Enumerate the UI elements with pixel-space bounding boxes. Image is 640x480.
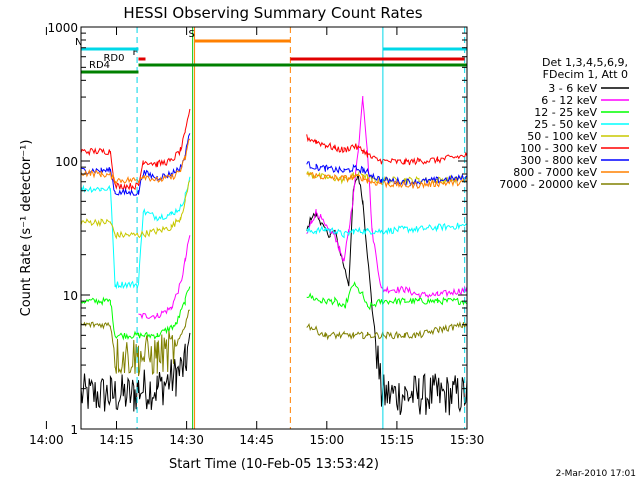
legend-entry-label: 25 - 50 keV bbox=[534, 118, 597, 131]
legend-entry-label: 100 - 300 keV bbox=[520, 142, 597, 155]
legend-entry-label: 3 - 6 keV bbox=[548, 82, 597, 95]
legend-title-line: FDecim 1, Att 0 bbox=[543, 68, 628, 81]
x-tick-label: 14:30 bbox=[169, 433, 204, 447]
series-line-1 bbox=[80, 173, 468, 416]
plot-area-frame bbox=[80, 26, 468, 430]
series-line-3 bbox=[80, 281, 468, 341]
legend-entry-label: 300 - 800 keV bbox=[520, 154, 597, 167]
footer-date: 2-Mar-2010 17:01 bbox=[556, 469, 636, 479]
legend: Det 1,3,4,5,6,9,FDecim 1, Att 03 - 6 keV… bbox=[499, 56, 629, 191]
y-tick-label: 10 bbox=[63, 289, 78, 303]
x-tick-label: 14:45 bbox=[239, 433, 274, 447]
x-axis-label: Start Time (10-Feb-05 13:53:42) bbox=[169, 457, 379, 472]
flag-label-s: S bbox=[189, 29, 195, 40]
y-tick-label: 1000 bbox=[47, 21, 78, 35]
legend-entry-label: 12 - 25 keV bbox=[534, 106, 597, 119]
flag-label-rd0: RD0 bbox=[103, 53, 124, 64]
series-line-9 bbox=[80, 309, 468, 377]
x-tick-label: 15:30 bbox=[450, 433, 485, 447]
legend-entry-label: 50 - 100 keV bbox=[527, 130, 597, 143]
chart-title: HESSI Observing Summary Count Rates bbox=[123, 4, 422, 22]
flag-label-n: N bbox=[75, 37, 82, 48]
flag-label-f: F bbox=[132, 47, 138, 58]
y-tick-label: 1 bbox=[70, 423, 78, 437]
x-tick-label: 14:00 bbox=[29, 433, 64, 447]
x-tick-label: 14:15 bbox=[99, 433, 134, 447]
flag-label-rd4: RD4 bbox=[89, 60, 110, 71]
x-tick-label: 15:15 bbox=[380, 433, 415, 447]
legend-entry-label: 6 - 12 keV bbox=[541, 94, 597, 107]
y-tick-label: 100 bbox=[55, 155, 78, 169]
series-line-2 bbox=[138, 95, 468, 320]
y-axis-label: Count Rate (s⁻¹ detector⁻¹) bbox=[19, 140, 34, 317]
x-tick-label: 15:00 bbox=[310, 433, 345, 447]
legend-entry-label: 800 - 7000 keV bbox=[513, 166, 597, 179]
legend-entry-label: 7000 - 20000 keV bbox=[499, 178, 597, 191]
legend-title-line: Det 1,3,4,5,6,9, bbox=[542, 56, 628, 69]
